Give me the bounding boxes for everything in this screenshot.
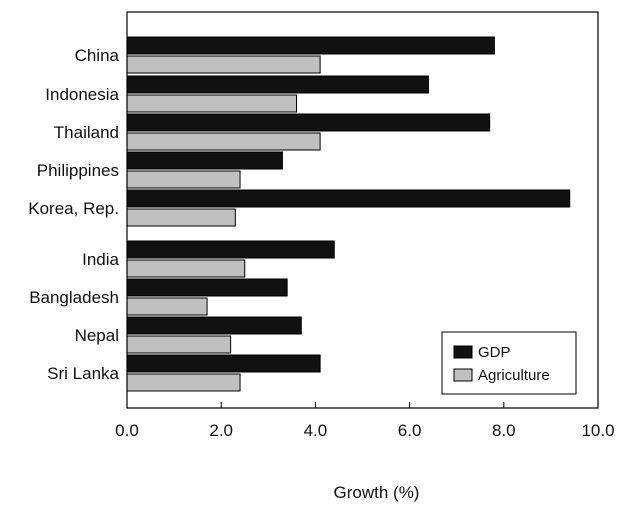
category-label: Korea, Rep. (28, 199, 119, 218)
bar-gdp-sri-lanka (126, 354, 321, 373)
x-tick-label: 8.0 (492, 421, 516, 440)
bar-agriculture-thailand (126, 132, 321, 151)
legend-box (441, 331, 577, 395)
legend: GDP Agriculture (441, 331, 577, 395)
bar-gdp-philippines (126, 151, 283, 170)
category-label: Indonesia (45, 85, 119, 104)
x-tick-label: 6.0 (398, 421, 422, 440)
x-axis-title: Growth (%) (334, 483, 420, 502)
bar-gdp-korea-rep (126, 189, 571, 208)
bar-agriculture-indonesia (126, 94, 298, 113)
bar-gdp-indonesia (126, 75, 429, 94)
bar-agriculture-philippines (126, 170, 241, 189)
category-label: Sri Lanka (47, 364, 119, 383)
bar-gdp-nepal (126, 316, 302, 335)
x-tick-label: 0.0 (115, 421, 139, 440)
x-tick-label: 10.0 (581, 421, 614, 440)
legend-swatch-agriculture (453, 368, 473, 382)
legend-label-gdp: GDP (478, 344, 511, 361)
legend-label-agriculture: Agriculture (478, 367, 550, 384)
x-axis: 0.0 2.0 4.0 6.0 8.0 10.0 (115, 402, 615, 440)
bar-gdp-india (126, 240, 335, 259)
legend-swatch-gdp (453, 345, 473, 359)
category-label: Bangladesh (29, 288, 119, 307)
category-label: Philippines (37, 161, 119, 180)
bar-agriculture-bangladesh (126, 297, 208, 316)
category-labels: China Indonesia Thailand Philippines Korea, … (28, 46, 119, 383)
bar-agriculture-india (126, 259, 246, 278)
x-tick-label: 2.0 (209, 421, 233, 440)
bar-agriculture-sri-lanka (126, 373, 241, 392)
bar-gdp-china (126, 36, 495, 55)
bar-agriculture-china (126, 55, 321, 74)
category-label: Thailand (54, 123, 119, 142)
bar-gdp-bangladesh (126, 278, 288, 297)
plot-frame (126, 11, 599, 409)
bar-agriculture-nepal (126, 335, 232, 354)
bar-agriculture-korea-rep (126, 208, 236, 227)
category-label: China (75, 46, 120, 65)
x-tick-label: 4.0 (304, 421, 328, 440)
category-label: India (82, 250, 119, 269)
bar-gdp-thailand (126, 113, 491, 132)
category-label: Nepal (75, 326, 119, 345)
